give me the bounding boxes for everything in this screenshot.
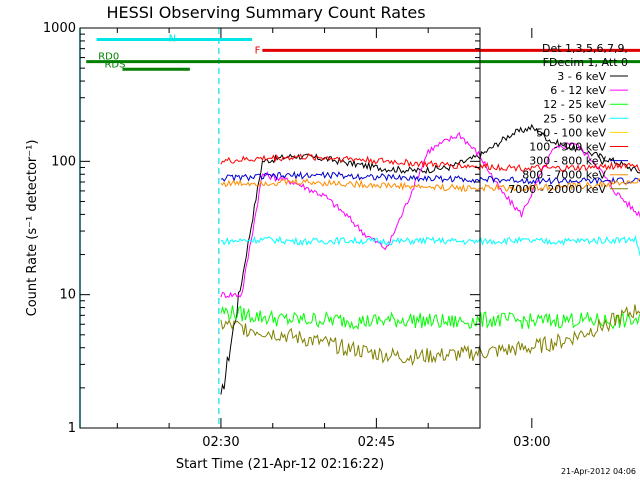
legend-header-line-1: Det 1,3,5,6,7,9, [542, 42, 628, 55]
x-tick-label-0: 02:30 [202, 435, 239, 450]
timestamp-label: 21-Apr-2012 04:06 [561, 467, 636, 476]
chart-title: HESSI Observing Summary Count Rates [106, 3, 425, 22]
flag-label-n: N [169, 33, 176, 44]
x-tick-label-1: 02:45 [358, 435, 395, 450]
flag-label-rds: RDS [104, 59, 125, 70]
legend-entry-label-0: 3 - 6 keV [557, 70, 606, 83]
series-line-8 [220, 304, 640, 367]
legend-entry-label-2: 12 - 25 keV [543, 98, 606, 111]
legend-entry-label-4: 50 - 100 keV [536, 126, 606, 139]
x-tick-label-2: 03:00 [513, 435, 550, 450]
legend-entry-label-5: 100 - 300 keV [529, 141, 606, 154]
legend-entry-label-8: 7000 - 20000 keV [508, 183, 606, 196]
plot-frame [79, 27, 481, 429]
series-line-7 [220, 177, 640, 193]
legend-header-line-2: FDecim 1, Att 0 [543, 56, 628, 69]
series-line-3 [220, 234, 640, 257]
y-tick-label-1: 10 [59, 288, 76, 303]
y-tick-label-3: 1000 [43, 21, 76, 36]
series-line-2 [220, 305, 640, 331]
legend: Det 1,3,5,6,7,9, FDecim 1, Att 0 3 - 6 k… [508, 42, 628, 196]
y-tick-label-0: 1 [68, 421, 76, 436]
flag-label-f: F [255, 45, 261, 56]
legend-entry-label-3: 25 - 50 keV [543, 112, 606, 125]
y-axis-label: Count Rate (s⁻¹ detector⁻¹) [25, 140, 40, 317]
series-group [220, 123, 640, 395]
x-axis-label: Start Time (21-Apr-12 02:16:22) [176, 457, 384, 472]
legend-entry-label-1: 6 - 12 keV [550, 84, 606, 97]
series-line-0 [220, 123, 640, 395]
series-line-6 [220, 170, 640, 186]
flag-label-rd0: RD0 [98, 52, 119, 63]
legend-entry-label-6: 300 - 800 keV [529, 155, 606, 168]
y-tick-label-2: 100 [51, 154, 76, 169]
series-line-5 [220, 153, 640, 173]
legend-entry-label-7: 800 - 7000 keV [522, 169, 606, 182]
series-line-1 [220, 131, 640, 299]
